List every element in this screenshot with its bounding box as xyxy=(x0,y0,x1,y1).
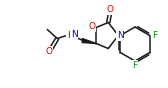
Text: N: N xyxy=(71,30,78,39)
Polygon shape xyxy=(82,39,96,43)
Text: O: O xyxy=(107,5,114,15)
Text: O: O xyxy=(89,22,96,31)
Text: F: F xyxy=(132,61,138,70)
Text: O: O xyxy=(46,46,53,56)
Text: H: H xyxy=(67,31,73,40)
Text: F: F xyxy=(152,31,157,40)
Text: N: N xyxy=(117,31,124,40)
